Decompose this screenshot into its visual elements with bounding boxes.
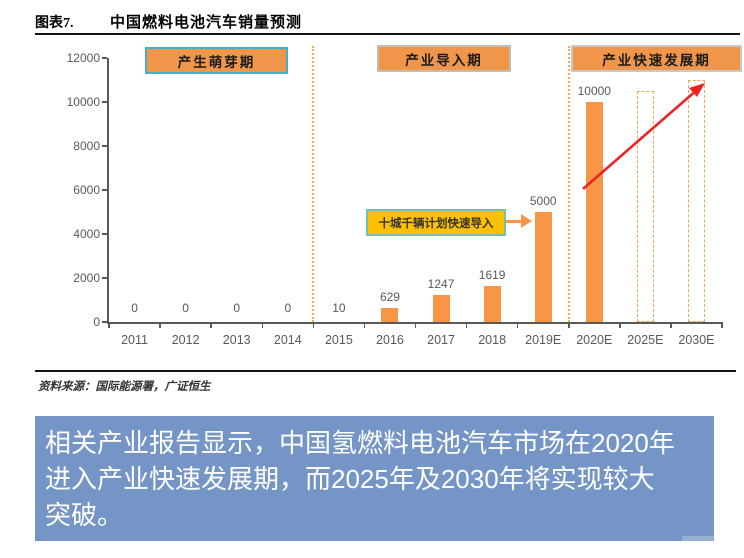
callout-arrow <box>506 220 522 223</box>
x-tick-label: 2013 <box>222 333 251 347</box>
callout-label: 十城千辆计划快速导入 <box>378 217 494 230</box>
x-axis-tick <box>516 322 519 328</box>
y-tick-label: 2000 <box>73 271 100 285</box>
x-axis-tick <box>312 322 315 328</box>
bar-value-label: 10 <box>332 301 346 315</box>
x-tick-label: 2018 <box>478 333 507 347</box>
bar-value-label: 629 <box>379 290 400 305</box>
bar-value-label: 0 <box>131 301 138 315</box>
banner-line: 突破。 <box>45 500 124 530</box>
callout-ten-cities-program: 十城千辆计划快速导入 <box>366 209 506 236</box>
bar-value-label: 0 <box>233 301 241 315</box>
bar-value-label: 5000 <box>529 194 557 208</box>
x-tick-label: 2020E <box>576 333 613 347</box>
title-divider-rule <box>35 33 740 35</box>
bar-2018 <box>483 286 501 322</box>
phase-label: 产业导入期 <box>405 52 483 68</box>
y-axis-tick <box>102 233 107 235</box>
x-axis-tick <box>261 322 263 328</box>
x-tick-label: 2015 <box>324 333 353 347</box>
bar-2019E <box>534 212 552 322</box>
bar-2017 <box>432 294 450 322</box>
trend-arrow-icon <box>582 83 705 190</box>
x-axis-tick <box>108 322 110 328</box>
phase-box-emergence: 产生萌芽期 <box>145 47 288 74</box>
phase-box-rapid-development: 产业快速发展期 <box>571 45 742 72</box>
x-axis-tick <box>210 322 212 328</box>
x-tick-label: 2014 <box>273 333 302 347</box>
y-tick-label: 0 <box>93 315 100 329</box>
source-note: 资料来源：国际能源署，广证恒生 <box>38 381 211 393</box>
bar-forecast-2025E <box>636 91 654 322</box>
x-tick-label: 2019E <box>525 333 562 347</box>
banner-line: 进入产业快速发展期，而2025年及2030年将实现较大 <box>45 464 655 494</box>
x-tick-label: 2017 <box>427 333 455 347</box>
x-tick-label: 2016 <box>376 333 404 347</box>
x-tick-label: 2011 <box>121 333 148 347</box>
figure-title: 中国燃料电池汽车销量预测 <box>110 15 303 31</box>
footer-divider-rule <box>35 370 736 372</box>
bar-value-label: 10000 <box>577 84 611 98</box>
x-tick-label: 2025E <box>627 333 664 347</box>
x-axis-tick <box>721 322 723 328</box>
x-axis-tick <box>363 322 366 328</box>
phase-label: 产生萌芽期 <box>177 54 256 70</box>
summary-banner: 相关产业报告显示，中国氢燃料电池汽车市场在2020年 进入产业快速发展期，而20… <box>35 416 714 541</box>
y-axis <box>107 58 109 324</box>
x-axis-tick <box>159 322 161 328</box>
figure-label: 图表7. <box>35 16 74 31</box>
x-tick-label: 2030E <box>678 333 715 347</box>
y-axis-tick <box>102 321 107 323</box>
bar-forecast-2030E <box>687 80 705 322</box>
bar-value-label: 1619 <box>478 268 506 283</box>
bar-2016 <box>381 308 399 322</box>
y-axis-tick <box>102 189 107 191</box>
phase-divider <box>312 46 315 322</box>
y-axis-tick <box>102 145 107 147</box>
y-tick-label: 8000 <box>73 139 100 153</box>
x-axis-tick <box>414 322 417 328</box>
callout-arrow-head-icon <box>521 214 532 228</box>
x-axis-tick <box>465 322 468 328</box>
sales-forecast-bar-chart: 0 2000 4000 6000 8000 10000 12000 0 2011 0 2012 0 20… <box>0 38 744 358</box>
bar-value-label: 1247 <box>427 276 455 291</box>
phase-label: 产业快速发展期 <box>602 52 711 68</box>
bar-value-label: 0 <box>284 301 292 315</box>
y-tick-label: 10000 <box>66 95 100 109</box>
banner-line: 相关产业报告显示，中国氢燃料电池汽车市场在2020年 <box>45 428 675 458</box>
x-axis-tick <box>568 322 570 328</box>
bar-2020E <box>585 102 603 322</box>
phase-divider <box>567 46 570 322</box>
y-axis-tick <box>102 277 107 279</box>
y-tick-label: 12000 <box>66 51 100 65</box>
y-axis-tick <box>102 101 107 103</box>
phase-box-introduction: 产业导入期 <box>377 45 511 72</box>
x-axis-tick <box>670 322 672 328</box>
y-tick-label: 4000 <box>73 227 100 241</box>
watermark <box>682 536 722 546</box>
bar-value-label: 0 <box>182 301 189 315</box>
x-axis-tick <box>619 322 621 328</box>
y-axis-tick <box>102 57 107 59</box>
x-tick-label: 2012 <box>171 333 200 347</box>
y-tick-label: 6000 <box>73 183 100 197</box>
